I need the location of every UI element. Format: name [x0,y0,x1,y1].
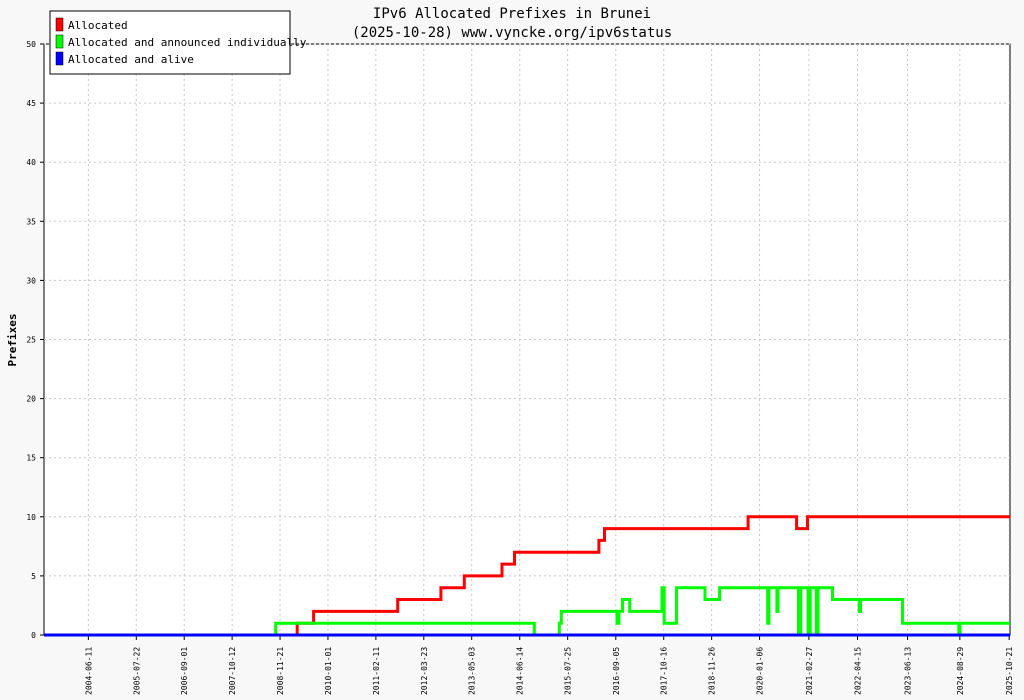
x-tick-label: 2013-05-03 [468,647,477,695]
x-tick-label: 2006-09-01 [180,647,189,695]
x-tick-label: 2024-08-29 [956,647,965,695]
legend: Allocated Allocated and announced individ… [49,10,307,75]
x-tick-label: 2012-03-23 [420,647,429,695]
y-tick-label: 15 [26,454,36,463]
legend-swatch [55,17,64,32]
y-tick-label: 30 [26,276,36,285]
y-tick-label: 50 [26,40,36,49]
y-tick-label: 45 [26,99,36,108]
x-tick-label: 2018-11-26 [708,647,717,695]
x-tick-label: 2025-10-21 [1005,647,1014,695]
x-tick-label: 2023-06-13 [904,647,913,695]
x-tick-label: 2015-07-25 [564,647,573,695]
series-group [44,515,1010,637]
legend-label: Allocated and announced individually [68,36,307,49]
x-tick-label: 2014-06-14 [516,647,525,695]
series-line-2 [44,586,1010,637]
x-tick-label: 2017-10-16 [660,647,669,695]
y-axis-ticks: 0 5 10 15 20 25 30 35 40 45 50 [26,40,44,640]
y-tick-label: 35 [26,217,36,226]
legend-swatch [55,34,64,49]
x-axis-ticks: 2004-06-11 2005-07-22 2006-09-01 2007-10-12… [84,635,1014,695]
y-axis-label: Prefixes [6,314,19,367]
x-tick-label: 2021-02-27 [805,647,814,695]
y-tick-label: 5 [31,572,36,581]
x-tick-label: 2016-09-05 [612,647,621,695]
y-tick-label: 40 [26,158,36,167]
legend-label: Allocated and alive [68,53,194,66]
y-tick-label: 10 [26,513,36,522]
x-tick-label: 2011-02-11 [372,647,381,695]
x-tick-label: 2008-11-21 [276,647,285,695]
x-tick-label: 2022-04-15 [854,647,863,695]
x-tick-label: 2005-07-22 [132,647,141,695]
y-tick-label: 25 [26,336,36,345]
legend-swatch [55,51,64,66]
legend-label: Allocated [68,19,128,32]
legend-box [49,10,291,75]
chart-title: IPv6 Allocated Prefixes in Brunei [373,6,651,22]
x-tick-label: 2020-01-06 [756,647,765,695]
x-tick-label: 2004-06-11 [84,647,93,695]
chart-subtitle: (2025-10-28) www.vyncke.org/ipv6status [352,25,672,41]
y-tick-label: 20 [26,395,36,404]
y-tick-label: 0 [31,631,36,640]
series-line-1 [44,515,1010,637]
x-tick-label: 2007-10-12 [228,647,237,695]
x-tick-label: 2010-01-01 [324,647,333,695]
